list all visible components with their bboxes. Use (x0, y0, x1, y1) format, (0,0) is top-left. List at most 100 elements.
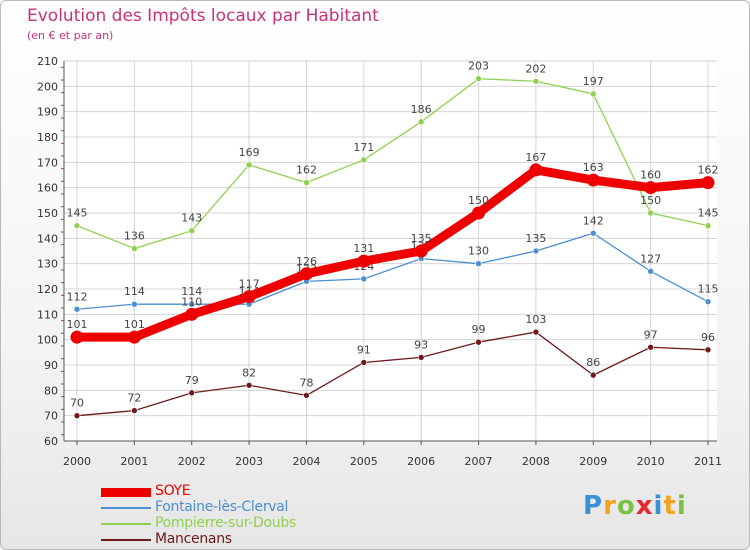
data-point-pompierre-sur-doubs (589, 90, 597, 98)
data-point-fontaine-les-clerval (73, 305, 81, 313)
legend-item-soye: SOYE (101, 483, 361, 500)
data-point-mancenans (704, 346, 712, 354)
data-label-fontaine-les-clerval: 115 (698, 283, 719, 296)
series-line-fontaine-les-clerval (76, 232, 709, 310)
data-point-mancenans (188, 389, 196, 397)
data-label-mancenans: 70 (70, 397, 84, 410)
data-point-fontaine-les-clerval (647, 267, 654, 275)
y-tick-label: 100 (37, 334, 58, 347)
y-tick-label: 60 (44, 435, 58, 448)
y-tick-label: 130 (37, 258, 58, 271)
data-point-pompierre-sur-doubs (245, 161, 253, 169)
data-point-soye (242, 290, 256, 304)
logo-letter: i (676, 491, 687, 521)
series-line-mancenans (76, 331, 709, 417)
legend-swatch-mancenans (101, 539, 151, 541)
data-point-pompierre-sur-doubs (647, 209, 654, 217)
chart-title: Evolution des Impôts locaux par Habitant (27, 6, 379, 26)
y-tick-label: 140 (37, 232, 58, 245)
data-label-mancenans: 78 (299, 376, 313, 389)
y-tick-label: 200 (37, 80, 58, 93)
data-label-mancenans: 103 (525, 313, 546, 326)
x-tick-label: 2008 (522, 455, 550, 468)
data-point-soye (127, 330, 141, 344)
data-label-mancenans: 79 (185, 374, 199, 387)
x-tick-label: 2011 (694, 455, 722, 468)
data-label-soye: 131 (353, 242, 374, 255)
data-label-pompierre-sur-doubs: 169 (239, 146, 260, 159)
data-label-mancenans: 72 (127, 392, 141, 405)
data-label-pompierre-sur-doubs: 203 (468, 60, 489, 73)
legend-label-mancenans: Mancenans (155, 531, 232, 547)
data-label-fontaine-les-clerval: 135 (525, 232, 546, 245)
data-label-fontaine-les-clerval: 114 (181, 285, 202, 298)
y-tick-label: 110 (37, 308, 58, 321)
y-tick-label: 150 (37, 207, 58, 220)
data-point-mancenans (417, 354, 425, 361)
y-tick-label: 80 (44, 384, 58, 397)
y-tick-label: 70 (44, 410, 58, 423)
data-point-soye (414, 244, 428, 258)
y-tick-label: 90 (44, 359, 58, 372)
legend-label-soye: SOYE (155, 483, 191, 499)
data-point-soye (70, 330, 84, 344)
x-tick-label: 2010 (637, 455, 665, 468)
data-label-pompierre-sur-doubs: 202 (525, 62, 546, 75)
data-point-soye (185, 307, 199, 321)
data-label-soye: 110 (181, 295, 202, 308)
data-point-mancenans (360, 359, 368, 366)
x-tick-label: 2004 (292, 455, 320, 468)
data-point-soye (299, 267, 313, 281)
data-label-mancenans: 97 (644, 328, 658, 341)
x-tick-label: 2000 (63, 455, 91, 468)
data-label-pompierre-sur-doubs: 143 (181, 212, 202, 225)
data-label-fontaine-les-clerval: 114 (124, 285, 145, 298)
data-label-soye: 101 (124, 318, 145, 331)
legend-label-pompierre-sur-doubs: Pompierre-sur-Doubs (155, 515, 296, 531)
data-label-mancenans: 93 (414, 338, 428, 351)
data-label-fontaine-les-clerval: 127 (640, 252, 661, 265)
data-point-pompierre-sur-doubs (704, 222, 712, 229)
data-point-soye (529, 163, 543, 177)
data-point-mancenans (589, 371, 597, 379)
data-point-pompierre-sur-doubs (188, 227, 196, 235)
data-point-mancenans (303, 392, 310, 399)
y-tick-label: 160 (37, 182, 58, 195)
data-point-pompierre-sur-doubs (475, 75, 482, 83)
data-point-pompierre-sur-doubs (360, 156, 368, 164)
data-point-pompierre-sur-doubs (417, 118, 425, 126)
data-label-pompierre-sur-doubs: 145 (698, 207, 719, 220)
data-point-fontaine-les-clerval (360, 275, 368, 283)
y-tick-label: 210 (37, 55, 58, 68)
data-point-soye (644, 181, 658, 195)
data-label-pompierre-sur-doubs: 171 (353, 141, 374, 154)
legend-item-pompierre-sur-doubs: Pompierre-sur-Doubs (101, 515, 361, 532)
logo-letter: t (663, 491, 677, 521)
data-label-soye: 117 (239, 278, 260, 291)
data-point-soye (586, 173, 600, 187)
data-point-soye (472, 206, 486, 220)
x-tick-label: 2002 (178, 455, 206, 468)
data-label-soye: 126 (296, 255, 317, 268)
data-point-fontaine-les-clerval (589, 229, 597, 237)
data-label-soye: 162 (698, 164, 719, 177)
y-tick-label: 170 (37, 156, 58, 169)
data-point-fontaine-les-clerval (704, 298, 712, 305)
data-label-mancenans: 99 (472, 323, 486, 336)
x-tick-label: 2007 (465, 455, 493, 468)
data-point-fontaine-les-clerval (532, 247, 540, 255)
data-point-fontaine-les-clerval (188, 300, 196, 308)
logo-letter: P (583, 491, 604, 521)
data-label-mancenans: 86 (586, 356, 600, 369)
data-point-mancenans (131, 407, 138, 414)
data-point-pompierre-sur-doubs (73, 222, 81, 229)
data-point-pompierre-sur-doubs (532, 77, 540, 85)
x-tick-label: 2006 (407, 455, 435, 468)
data-point-fontaine-les-clerval (475, 260, 482, 267)
x-tick-label: 2003 (235, 455, 263, 468)
data-label-soye: 160 (640, 169, 661, 182)
data-point-mancenans (73, 412, 81, 419)
data-label-pompierre-sur-doubs: 197 (583, 75, 604, 88)
data-label-fontaine-les-clerval: 130 (468, 245, 489, 258)
